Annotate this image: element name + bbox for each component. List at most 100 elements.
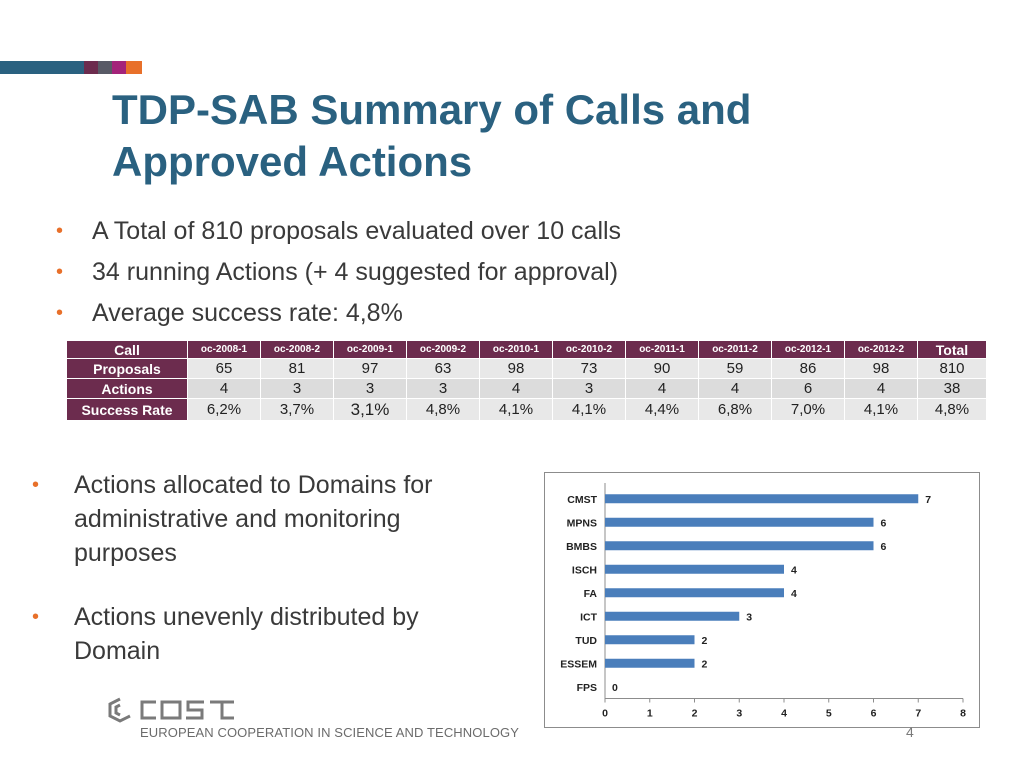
header-cell: oc-2008-1 <box>187 340 261 359</box>
table-cell: 90 <box>625 358 699 379</box>
table-cell: 97 <box>333 358 407 379</box>
x-tick-label: 2 <box>692 708 698 720</box>
table-cell: 6 <box>771 378 845 399</box>
bullet-item: • Actions allocated to Domains for admini… <box>32 468 502 570</box>
bullet-dot-icon: • <box>32 606 40 628</box>
bar <box>605 588 784 598</box>
table-cell: 810 <box>917 358 987 379</box>
domain-bullets: • Actions allocated to Domains for admini… <box>32 468 502 668</box>
table-cell: 4 <box>698 378 772 399</box>
accent-bar <box>0 61 142 74</box>
data-label: 2 <box>702 658 708 670</box>
slide-title: TDP-SAB Summary of Calls and Approved Ac… <box>112 86 752 185</box>
table-cell: 4 <box>844 378 918 399</box>
table-cell: 81 <box>260 358 334 379</box>
data-label: 0 <box>612 682 618 694</box>
bullet-text: Average success rate: 4,8% <box>92 299 403 327</box>
table-cell: 86 <box>771 358 845 379</box>
bullet-text: Actions allocated to Domains for adminis… <box>74 471 433 567</box>
table-cell: 4,1% <box>844 398 918 421</box>
domain-bar-chart: CMST 7 MPNS 6 BMBS 6 ISCH 4 FA 4 ICT 3 TUD 2 ESSEM 2 FPS… <box>560 483 966 720</box>
table-cell: 4,4% <box>625 398 699 421</box>
accent-bar-magenta <box>112 61 126 74</box>
data-label: 6 <box>881 517 887 529</box>
bullet-item: • Average success rate: 4,8% <box>56 293 621 334</box>
table-cell: 73 <box>552 358 626 379</box>
row-label: Success Rate <box>66 398 188 421</box>
row-label: Proposals <box>66 358 188 379</box>
calls-table: Call oc-2008-1 oc-2008-2 oc-2009-1 oc-20… <box>66 340 987 421</box>
accent-bar-plum <box>84 61 98 74</box>
x-tick-label: 4 <box>781 708 787 720</box>
x-tick-label: 6 <box>871 708 877 720</box>
table-cell: 3,1% <box>333 398 407 421</box>
data-label: 7 <box>925 494 931 506</box>
bar <box>605 494 919 504</box>
summary-bullets: • A Total of 810 proposals evaluated over… <box>56 211 621 334</box>
accent-bar-gray <box>98 61 112 74</box>
table-cell: 4,8% <box>917 398 987 421</box>
table-row: Actions 4 3 3 3 4 3 4 4 6 4 38 <box>66 378 987 399</box>
bullet-item: • Actions unevenly distributed by Domain <box>32 600 502 668</box>
table-row: Success Rate 6,2% 3,7% 3,1% 4,8% 4,1% 4,… <box>66 398 987 421</box>
x-tick-label: 5 <box>826 708 832 720</box>
category-label: ICT <box>580 611 598 623</box>
bar <box>605 517 874 527</box>
data-label: 3 <box>746 611 752 623</box>
header-cell: oc-2011-2 <box>698 340 772 359</box>
table-cell: 98 <box>844 358 918 379</box>
header-cell: oc-2010-1 <box>479 340 553 359</box>
row-label: Actions <box>66 378 188 399</box>
bar <box>605 658 695 668</box>
table-cell: 98 <box>479 358 553 379</box>
table-cell: 7,0% <box>771 398 845 421</box>
cost-logo-icon <box>108 697 234 723</box>
table-cell: 4,8% <box>406 398 480 421</box>
table-cell: 3 <box>552 378 626 399</box>
x-tick-label: 8 <box>960 708 966 720</box>
bar <box>605 541 874 551</box>
table-cell: 3 <box>260 378 334 399</box>
bullet-text: 34 running Actions (+ 4 suggested for ap… <box>92 258 619 286</box>
page-number: 4 <box>906 724 914 740</box>
bullet-dot-icon: • <box>32 474 40 496</box>
table-header-row: Call oc-2008-1 oc-2008-2 oc-2009-1 oc-20… <box>66 340 987 359</box>
table-cell: 4,1% <box>552 398 626 421</box>
data-label: 4 <box>791 588 797 600</box>
bullet-text: Actions unevenly distributed by Domain <box>74 603 419 665</box>
header-cell: oc-2012-2 <box>844 340 918 359</box>
table-row: Proposals 65 81 97 63 98 73 90 59 86 98 … <box>66 358 987 379</box>
table-cell: 59 <box>698 358 772 379</box>
bullet-dot-icon: • <box>56 302 64 324</box>
table-cell: 63 <box>406 358 480 379</box>
header-cell: oc-2009-1 <box>333 340 407 359</box>
table-cell: 4 <box>479 378 553 399</box>
bullet-text: A Total of 810 proposals evaluated over … <box>92 217 622 245</box>
data-label: 6 <box>881 541 887 553</box>
category-label: CMST <box>567 494 597 506</box>
header-total: Total <box>917 340 987 359</box>
table-cell: 4,1% <box>479 398 553 421</box>
footer-logo-text: EUROPEAN COOPERATION IN SCIENCE AND TECH… <box>140 725 520 740</box>
header-cell: oc-2008-2 <box>260 340 334 359</box>
category-label: TUD <box>575 635 597 647</box>
table-cell: 38 <box>917 378 987 399</box>
x-tick-label: 7 <box>915 708 921 720</box>
table-cell: 3 <box>406 378 480 399</box>
data-label: 4 <box>791 564 797 576</box>
header-cell: oc-2010-2 <box>552 340 626 359</box>
header-cell: oc-2012-1 <box>771 340 845 359</box>
bar <box>605 635 695 645</box>
x-tick-label: 1 <box>647 708 653 720</box>
data-label: 2 <box>702 635 708 647</box>
table-cell: 4 <box>187 378 261 399</box>
header-cell: oc-2011-1 <box>625 340 699 359</box>
x-tick-label: 0 <box>602 708 608 720</box>
header-cell: oc-2009-2 <box>406 340 480 359</box>
category-label: ISCH <box>572 564 597 576</box>
table-cell: 3,7% <box>260 398 334 421</box>
category-label: BMBS <box>566 541 597 553</box>
bar <box>605 564 784 574</box>
table-cell: 4 <box>625 378 699 399</box>
bullet-item: • A Total of 810 proposals evaluated over… <box>56 211 621 252</box>
